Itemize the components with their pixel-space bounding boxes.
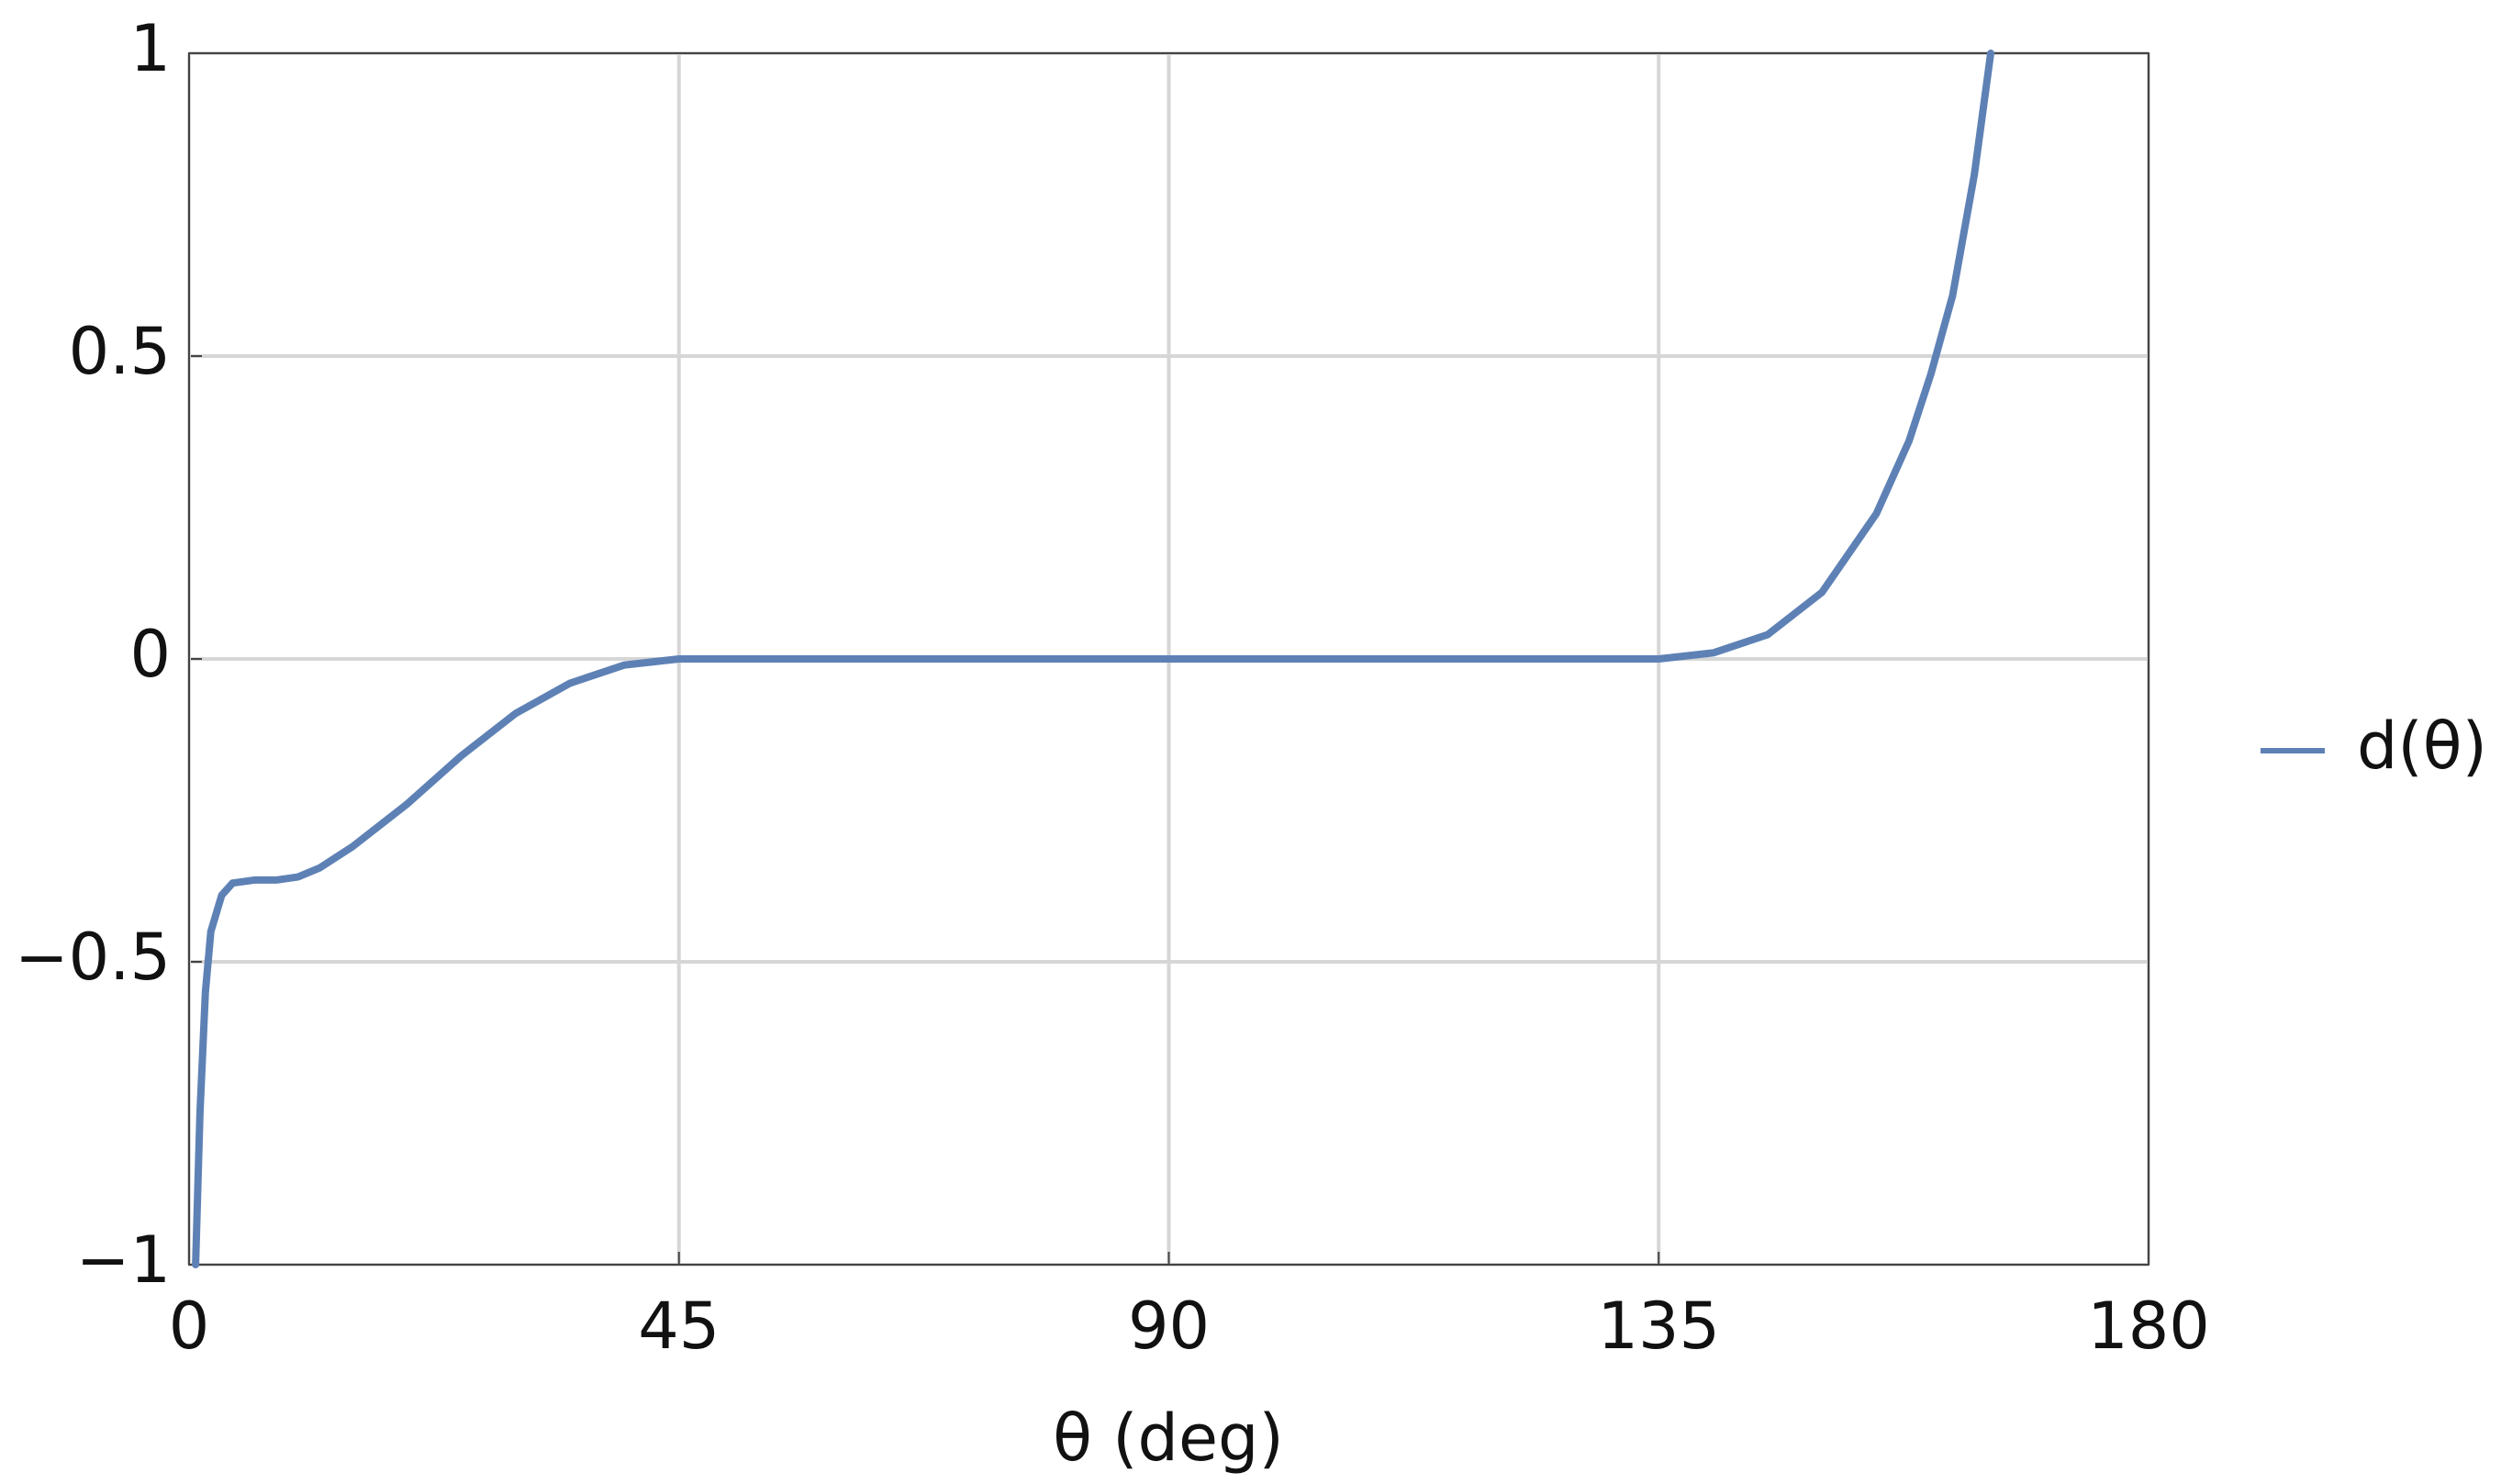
x-tick-label: 0 (169, 1289, 210, 1364)
x-tick-label: 45 (638, 1289, 720, 1364)
y-tick-label: 0.5 (69, 314, 171, 389)
data-line (192, 50, 1995, 1268)
x-tick-label: 135 (1597, 1289, 1720, 1364)
legend-label: d(θ) (2357, 709, 2487, 784)
y-tick-label: 0 (129, 617, 171, 692)
x-tick-label: 180 (2087, 1289, 2210, 1364)
y-tick-label: −1 (76, 1222, 171, 1298)
x-tick-label: 90 (1128, 1289, 1210, 1364)
y-tick-label: −0.5 (15, 920, 171, 995)
plot-frame (188, 52, 2149, 1266)
y-tick-label: 1 (129, 11, 171, 86)
x-axis-label: θ (deg) (1053, 1400, 1284, 1476)
